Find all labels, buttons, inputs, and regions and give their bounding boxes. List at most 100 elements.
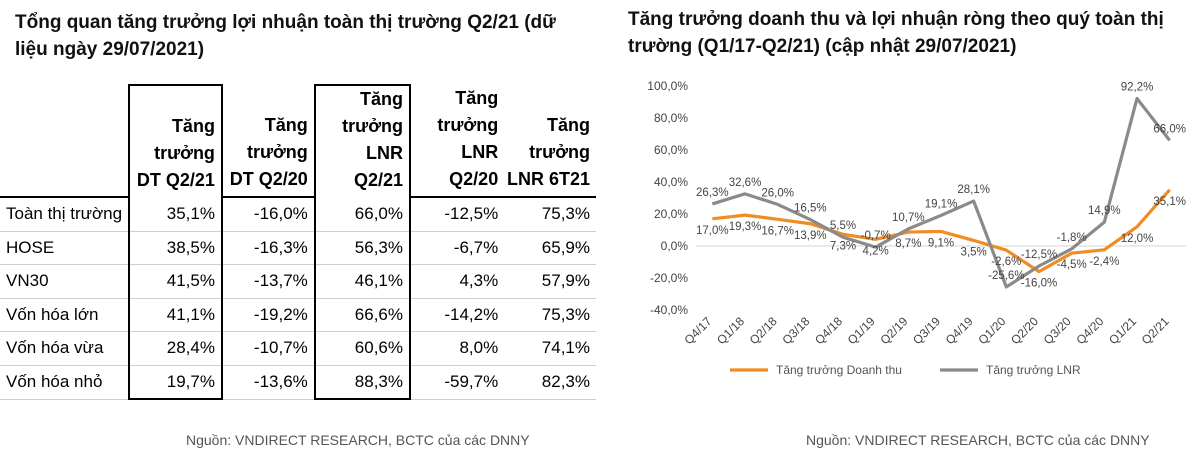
header-dt-q2-20: Tăng trưởng DT Q2/20: [221, 85, 315, 198]
header-lnr-6t21: Tăng trưởng LNR 6T21: [504, 85, 596, 198]
table-cell: -14,2%: [410, 298, 505, 332]
table-title: Tổng quan tăng trưởng lợi nhuận toàn thị…: [15, 12, 556, 60]
table-cell: 4,3%: [410, 264, 505, 299]
table-cell: 28,4%: [128, 331, 223, 366]
row-label: VN30: [0, 264, 130, 299]
y-tick-label: 100,0%: [647, 79, 688, 93]
x-tick-label: Q4/17: [681, 314, 714, 347]
table-cell: 56,3%: [313, 231, 412, 265]
table-cell: -13,6%: [221, 365, 315, 400]
row-label: Vốn hóa vừa: [0, 331, 130, 366]
table-cell: 65,9%: [504, 231, 596, 265]
growth-line-chart: -40,0% -20,0% 0,0% 20,0% 40,0% 60,0% 80,0% 100,…: [647, 79, 1186, 377]
y-tick-label: 40,0%: [654, 175, 688, 189]
profit-data-label: 19,1%: [925, 198, 958, 210]
revenue-data-label: -4,5%: [1057, 259, 1087, 271]
x-tick-label: Q2/19: [877, 314, 910, 347]
table-cell: 8,0%: [410, 331, 505, 366]
legend-revenue-label: Tăng trưởng Doanh thu: [776, 363, 902, 377]
profit-data-label: -1,8%: [1057, 232, 1087, 244]
profit-growth-line: [711, 96, 1171, 289]
revenue-data-label: 4,2%: [863, 245, 889, 257]
revenue-data-label: 8,7%: [895, 238, 921, 250]
profit-data-label: -0,7%: [861, 230, 891, 242]
table-cell: -59,7%: [410, 365, 505, 400]
x-tick-label: Q4/20: [1073, 314, 1106, 347]
table-cell: 88,3%: [313, 365, 412, 400]
y-tick-label: 0,0%: [661, 239, 689, 253]
table-cell: -16,3%: [221, 231, 315, 265]
table-cell: 75,3%: [504, 197, 596, 232]
x-tick-label: Q4/19: [943, 314, 976, 347]
row-label: Vốn hóa nhỏ: [0, 365, 130, 400]
revenue-data-label: 16,7%: [761, 225, 794, 237]
profit-data-label: 26,3%: [696, 187, 729, 199]
revenue-data-label: -2,6%: [991, 256, 1021, 268]
chart-title: Tăng trưởng doanh thu và lợi nhuận ròng …: [628, 9, 1164, 57]
x-tick-label: Q3/18: [779, 314, 812, 347]
revenue-data-label: 35,1%: [1153, 196, 1186, 208]
header-lnr-q2-20: Tăng trưởng LNR Q2/20: [410, 85, 505, 198]
table-cell: -16,0%: [221, 197, 315, 232]
revenue-data-label: 7,3%: [830, 240, 856, 252]
x-tick-label: Q1/21: [1106, 314, 1139, 347]
x-tick-label: Q2/18: [747, 314, 780, 347]
profit-data-label: 28,1%: [957, 184, 990, 196]
table-row: Vốn hóa vừa 28,4% -10,7% 60,6% 8,0% 74,1…: [0, 331, 596, 366]
header-blank: [0, 85, 130, 198]
profit-data-label: 16,5%: [794, 203, 827, 215]
profit-data-label: 26,0%: [761, 187, 794, 199]
revenue-data-label: 12,0%: [1121, 233, 1154, 245]
growth-table: Tăng trưởng DT Q2/21 Tăng trưởng DT Q2/2…: [0, 84, 596, 400]
revenue-data-label: -2,4%: [1089, 256, 1119, 268]
table-cell: -13,7%: [221, 264, 315, 299]
profit-data-label: -12,5%: [1021, 249, 1057, 261]
table-cell: -10,7%: [221, 331, 315, 366]
x-tick-label: Q4/18: [812, 314, 845, 347]
table-cell: 66,6%: [313, 298, 412, 332]
row-label: Vốn hóa lớn: [0, 298, 130, 332]
profit-data-label: 10,7%: [892, 212, 925, 224]
profit-data-label: 32,6%: [729, 177, 762, 189]
table-cell: 41,1%: [128, 298, 223, 332]
profit-data-label: 66,0%: [1153, 123, 1186, 135]
revenue-data-label: 19,3%: [729, 221, 762, 233]
revenue-data-label: 13,9%: [794, 230, 827, 242]
table-cell: 82,3%: [504, 365, 596, 400]
x-tick-label: Q1/18: [714, 314, 747, 347]
revenue-data-label: 9,1%: [928, 237, 954, 249]
profit-data-label: -25,6%: [988, 270, 1024, 282]
x-tick-label: Q3/19: [910, 314, 943, 347]
table-cell: 60,6%: [313, 331, 412, 366]
table-cell: 75,3%: [504, 298, 596, 332]
table-cell: 35,1%: [128, 197, 223, 232]
table-cell: 41,5%: [128, 264, 223, 299]
table-row: Vốn hóa lớn 41,1% -19,2% 66,6% -14,2% 75…: [0, 298, 596, 332]
table-cell: 46,1%: [313, 264, 412, 299]
legend-profit-label: Tăng trưởng LNR: [986, 363, 1081, 377]
table-row: Toàn thị trường 35,1% -16,0% 66,0% -12,5…: [0, 197, 596, 232]
x-tick-label: Q2/21: [1139, 314, 1172, 347]
row-label: HOSE: [0, 231, 130, 265]
y-tick-label: 60,0%: [654, 143, 688, 157]
profit-data-label: 92,2%: [1121, 81, 1154, 93]
revenue-data-label: -16,0%: [1021, 278, 1057, 290]
header-lnr-q2-21: Tăng trưởng LNR Q2/21: [313, 84, 412, 197]
table-row: Vốn hóa nhỏ 19,7% -13,6% 88,3% -59,7% 82…: [0, 365, 596, 400]
table-source-note: Nguồn: VNDIRECT RESEARCH, BCTC của các D…: [186, 432, 530, 448]
table-cell: -6,7%: [410, 231, 505, 265]
table-row: HOSE 38,5% -16,3% 56,3% -6,7% 65,9%: [0, 231, 596, 265]
table-cell: 66,0%: [313, 197, 412, 232]
table-cell: 38,5%: [128, 231, 223, 265]
table-cell: -19,2%: [221, 298, 315, 332]
revenue-data-label: 17,0%: [696, 225, 729, 237]
x-tick-label: Q1/19: [845, 314, 878, 347]
table-cell: 74,1%: [504, 331, 596, 366]
header-dt-q2-21: Tăng trưởng DT Q2/21: [128, 84, 223, 197]
table-cell: 57,9%: [504, 264, 596, 299]
x-tick-label: Q1/20: [975, 314, 1008, 347]
revenue-growth-line: [712, 188, 1171, 274]
x-tick-label: Q3/20: [1041, 314, 1074, 347]
y-tick-label: 80,0%: [654, 111, 688, 125]
y-tick-label: 20,0%: [654, 207, 688, 221]
